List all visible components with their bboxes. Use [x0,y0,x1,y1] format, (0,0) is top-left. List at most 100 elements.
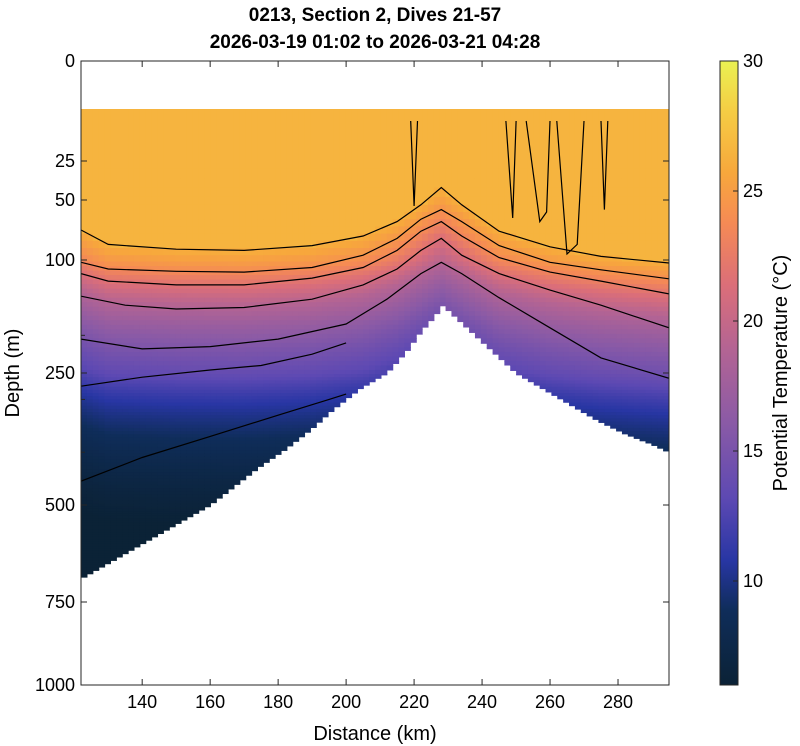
field-cell [163,465,170,470]
field-cell [239,311,247,317]
field-cell [522,288,529,294]
field-cell [333,405,341,408]
field-cell [286,240,294,249]
field-cell [427,302,435,308]
field-cell [363,261,370,267]
field-cell [222,306,229,312]
field-cell [151,500,159,505]
field-cell [204,226,211,235]
field-cell [122,511,129,515]
field-cell [139,481,147,486]
field-cell [228,408,235,413]
field-cell [269,266,276,272]
field-cell [122,450,129,454]
field-cell [133,248,141,256]
field-cell [322,320,329,326]
field-cell [98,226,106,235]
field-cell [263,109,270,134]
field-cell [245,255,253,263]
field-cell [110,465,117,470]
field-cell [322,284,329,290]
field-cell [333,133,341,158]
field-cell [192,297,200,303]
field-cell [222,389,229,394]
field-cell [169,459,176,464]
field-cell [480,219,488,227]
field-cell [157,440,164,445]
field-cell [275,383,282,388]
field-cell [392,324,400,330]
field-cell [439,187,447,198]
field-cell [298,284,306,290]
field-cell [151,515,159,519]
field-cell [251,168,258,179]
field-cell [86,446,94,451]
field-cell [316,196,323,206]
field-cell [98,453,106,458]
field-cell [310,279,317,285]
field-cell [245,279,253,285]
field-cell [527,356,535,362]
field-cell [286,329,294,335]
field-cell [392,133,400,158]
field-cell [398,212,405,220]
field-cell [222,270,229,276]
field-cell [551,342,558,348]
field-cell [275,380,282,385]
field-cell [539,266,547,272]
field-cell [369,377,376,381]
field-cell [392,329,400,335]
field-cell [480,212,488,220]
field-cell [175,275,182,281]
field-cell [128,386,135,391]
field-cell [98,168,106,179]
field-cell [175,240,182,249]
field-cell [522,293,529,299]
field-cell [392,204,400,213]
field-cell [104,408,111,413]
field-cell [298,329,306,335]
field-cell [280,240,288,249]
field-cell [322,302,329,308]
field-cell [504,315,511,321]
field-cell [116,506,123,510]
field-cell [486,279,494,285]
field-cell [527,219,535,227]
field-cell [163,360,170,367]
field-cell [498,240,505,249]
field-cell [345,324,353,330]
field-cell [169,320,176,326]
field-cell [310,157,317,170]
field-cell [516,226,523,235]
field-cell [386,266,394,272]
field-cell [257,408,264,413]
field-cell [92,187,100,198]
field-cell [510,212,517,220]
field-cell [257,374,264,378]
field-cell [122,440,129,445]
field-cell [280,405,288,410]
field-cell [116,536,123,540]
field-cell [151,511,159,515]
field-cell [245,248,253,256]
field-cell [269,255,276,263]
field-cell [269,393,276,397]
field-cell [333,219,341,227]
field-cell [186,500,194,505]
field-cell [275,431,282,435]
field-cell [86,546,94,550]
field-cell [198,204,206,213]
field-cell [110,518,117,522]
field-cell [257,399,264,404]
field-cell [169,402,176,407]
field-cell [210,453,217,458]
field-cell [527,347,535,353]
field-cell [128,453,135,458]
field-cell [210,484,217,489]
field-cell [81,275,88,281]
field-cell [169,472,176,477]
field-cell [404,109,411,134]
field-cell [369,168,376,179]
field-cell [251,389,258,394]
field-cell [398,306,405,312]
